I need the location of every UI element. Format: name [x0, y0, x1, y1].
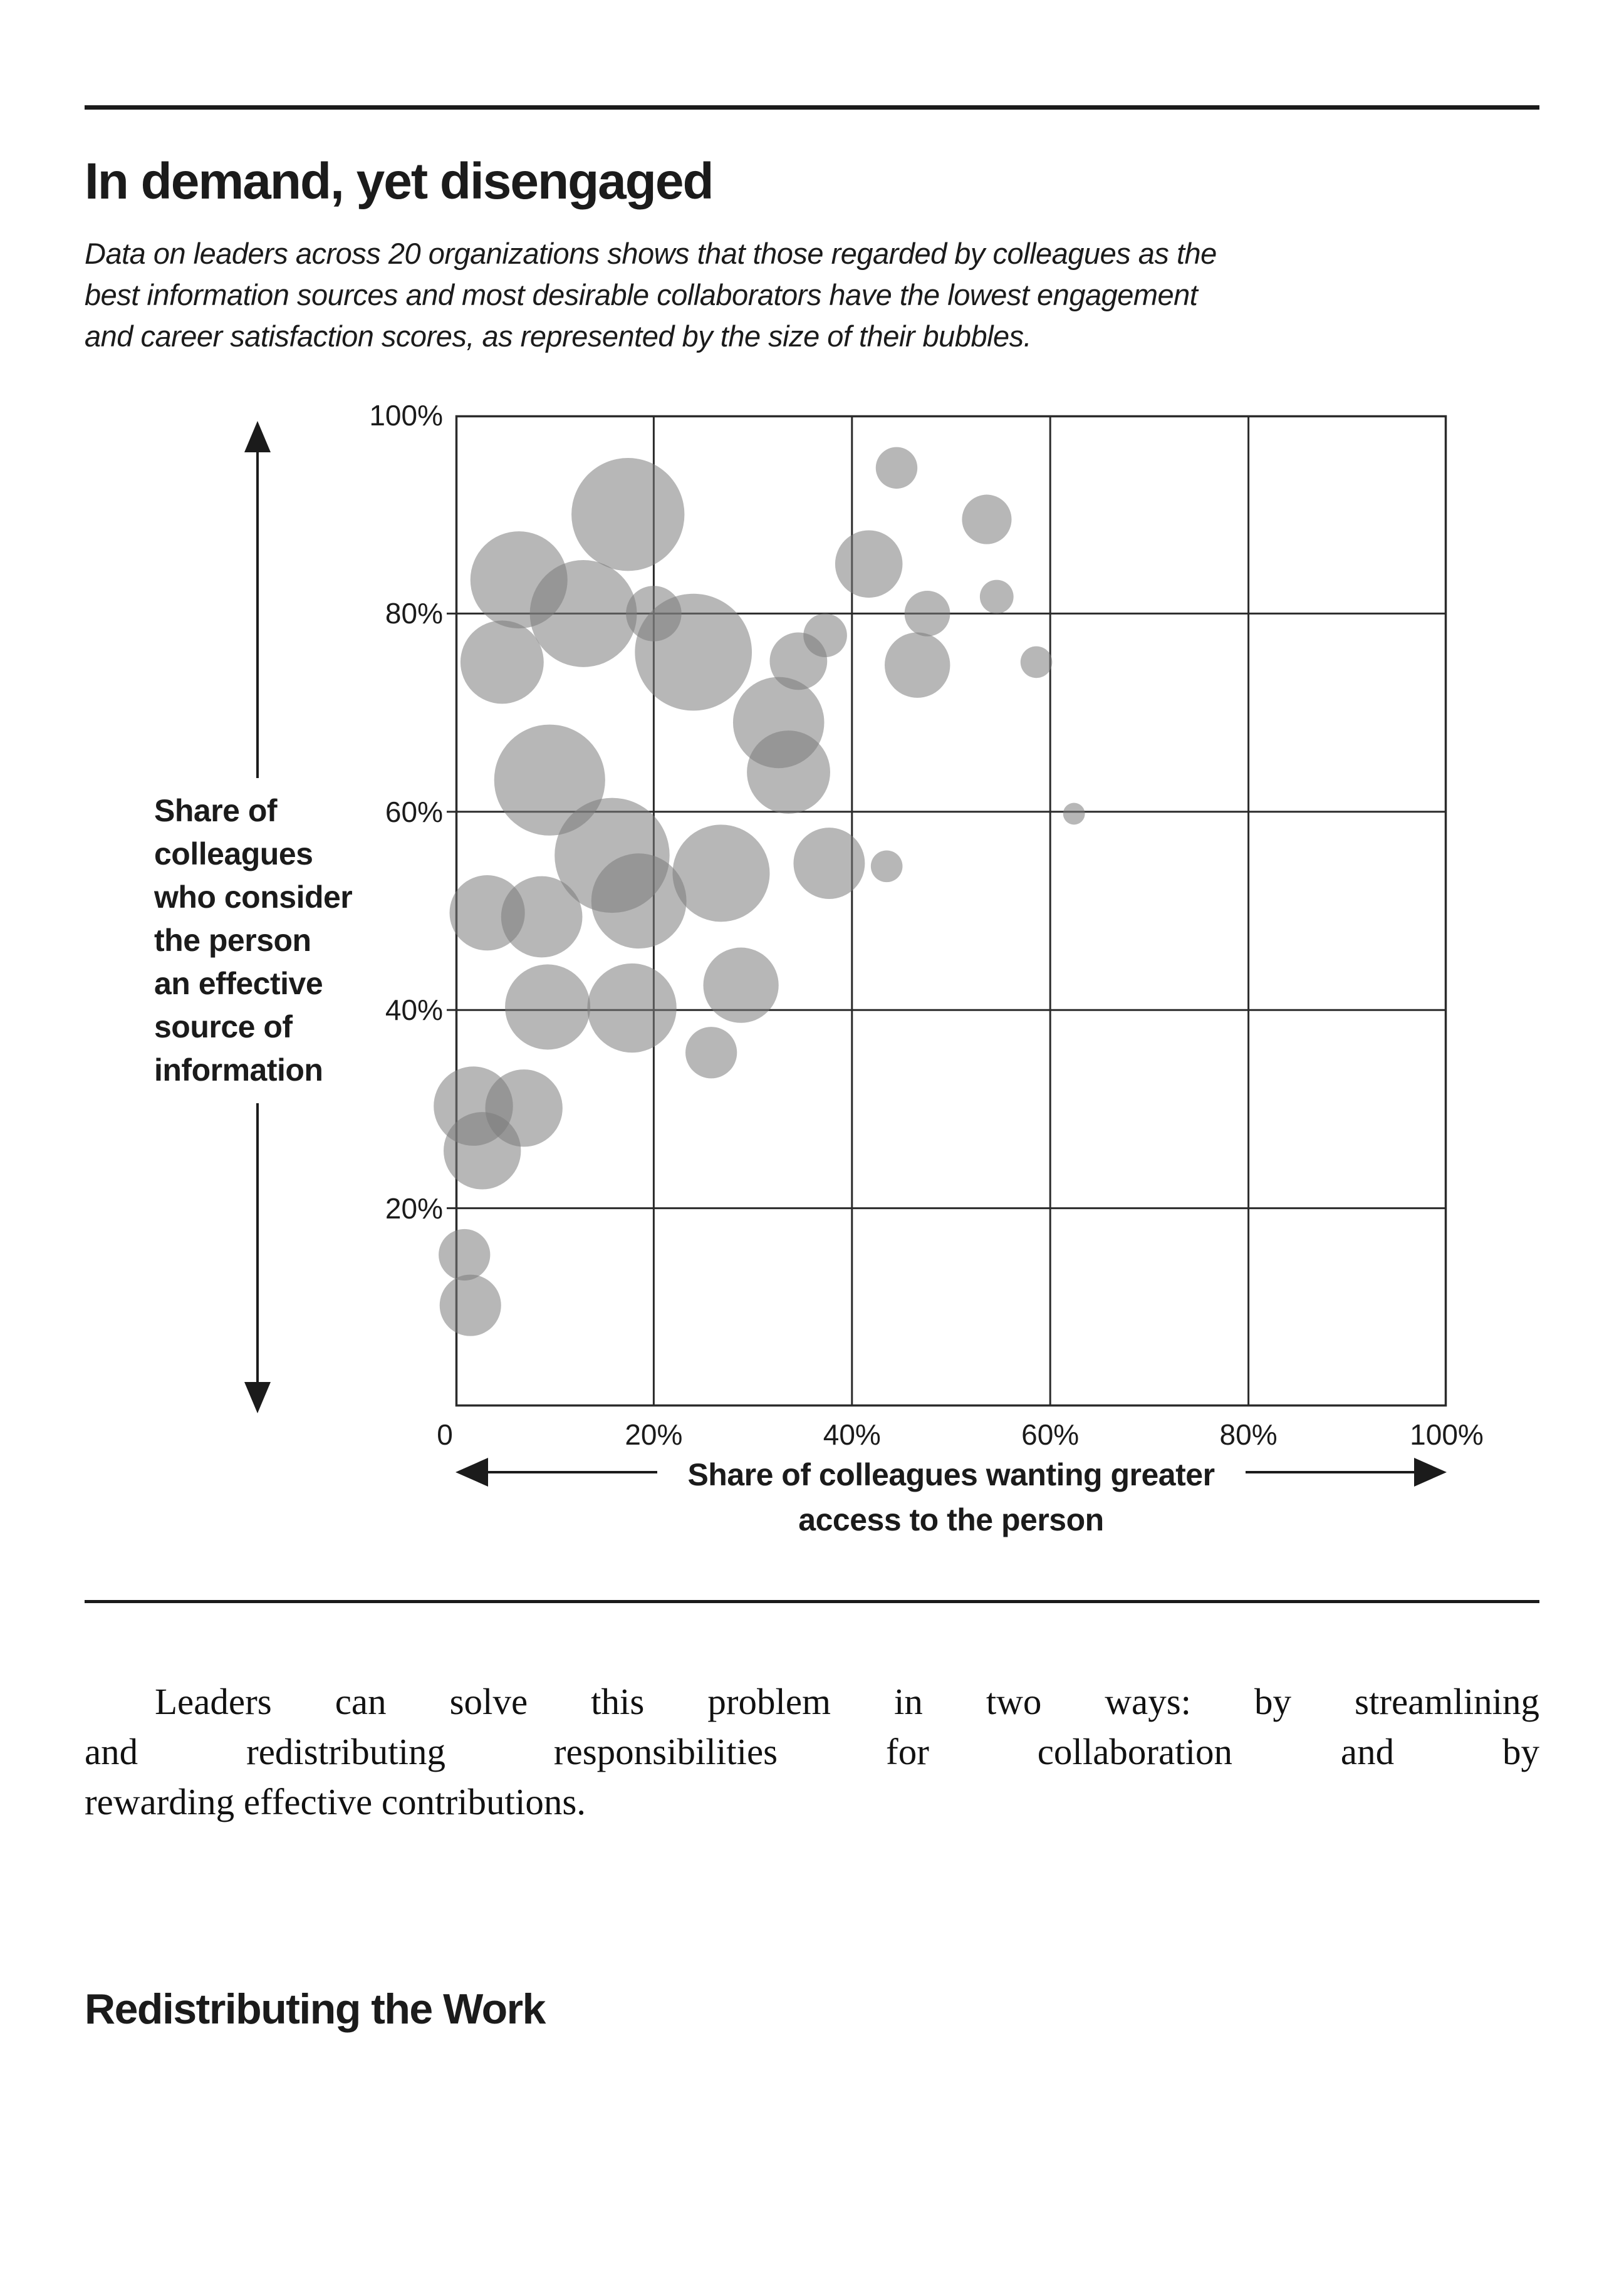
bubble [747, 730, 830, 814]
bubble [635, 593, 752, 711]
arrow-left-icon [455, 1458, 488, 1487]
x-axis-arrow-line-left [474, 1471, 657, 1473]
x-axis-label: Share of colleagues wanting greater acce… [575, 1452, 1327, 1542]
bubble [1020, 646, 1053, 678]
bubble [885, 632, 950, 698]
figure-subtitle-line: best information sources and most desira… [85, 278, 1198, 311]
y-tick-label: 20% [385, 1192, 443, 1225]
y-axis-label-line: information [154, 1052, 323, 1088]
bubble [793, 828, 865, 900]
figure-subtitle: Data on leaders across 20 organizations … [85, 233, 1539, 357]
bubble [439, 1274, 501, 1336]
y-tick-label: 100% [369, 399, 443, 432]
bubble [444, 1112, 521, 1190]
y-tick-label: 60% [385, 795, 443, 828]
y-tick-label: 80% [385, 597, 443, 630]
x-tick-label: 0 [437, 1418, 453, 1451]
figure-top-rule [85, 105, 1539, 110]
figure-title: In demand, yet disengaged [85, 153, 714, 210]
bubble [803, 613, 847, 658]
bubble [587, 963, 677, 1053]
bubble-plot-svg [434, 415, 1447, 1407]
y-axis-label-line: Share of [154, 793, 278, 828]
bubble [904, 591, 950, 636]
bubble [875, 447, 918, 489]
bubble [571, 458, 685, 571]
bubble [505, 964, 591, 1050]
y-axis-label-line: colleagues [154, 836, 313, 871]
bubble [494, 724, 605, 836]
x-tick-label: 80% [1219, 1418, 1278, 1451]
bubble [703, 947, 779, 1023]
bubble [439, 1229, 491, 1281]
bubble [962, 494, 1012, 544]
bubble [1063, 803, 1085, 825]
y-axis-label-line: who consider [154, 880, 353, 915]
bubble [685, 1027, 737, 1079]
arrow-right-icon [1414, 1458, 1447, 1487]
figure-subtitle-line: and career satisfaction scores, as repre… [85, 319, 1032, 353]
paragraph-line: and redistributing responsibilities for … [85, 1731, 1539, 1772]
x-tick-label: 20% [625, 1418, 683, 1451]
x-axis-arrow-line-right [1246, 1471, 1429, 1473]
figure-subtitle-line: Data on leaders across 20 organizations … [85, 237, 1217, 270]
x-tick-label: 40% [823, 1418, 881, 1451]
body-paragraph: Leaders can solve this problem in two wa… [85, 1676, 1539, 1827]
bubble [835, 530, 903, 598]
bubble [591, 853, 687, 949]
bubble [979, 579, 1014, 614]
x-axis-label-line: Share of colleagues wanting greater [687, 1457, 1215, 1492]
paragraph-line: Leaders can solve this problem in two wa… [155, 1681, 1539, 1722]
y-axis-label: Share of colleagues who consider the per… [148, 778, 417, 1103]
arrow-down-icon [244, 1382, 271, 1413]
arrow-up-icon [244, 421, 271, 452]
bubble [460, 620, 544, 704]
paragraph-line: rewarding effective contributions. [85, 1781, 586, 1822]
x-axis-label-line: access to the person [798, 1502, 1104, 1537]
section-heading: Redistributing the Work [85, 1985, 546, 2033]
y-axis-label-line: an effective [154, 966, 323, 1001]
y-tick-label: 40% [385, 994, 443, 1027]
bubble [529, 559, 637, 667]
bubble [870, 850, 903, 883]
x-tick-label: 60% [1021, 1418, 1080, 1451]
figure-bottom-rule [85, 1600, 1539, 1603]
x-tick-label: 100% [1410, 1418, 1484, 1451]
y-axis-label-line: the person [154, 923, 311, 958]
y-axis-label-line: source of [154, 1009, 293, 1044]
bubble [501, 876, 583, 958]
bubble [672, 824, 770, 922]
